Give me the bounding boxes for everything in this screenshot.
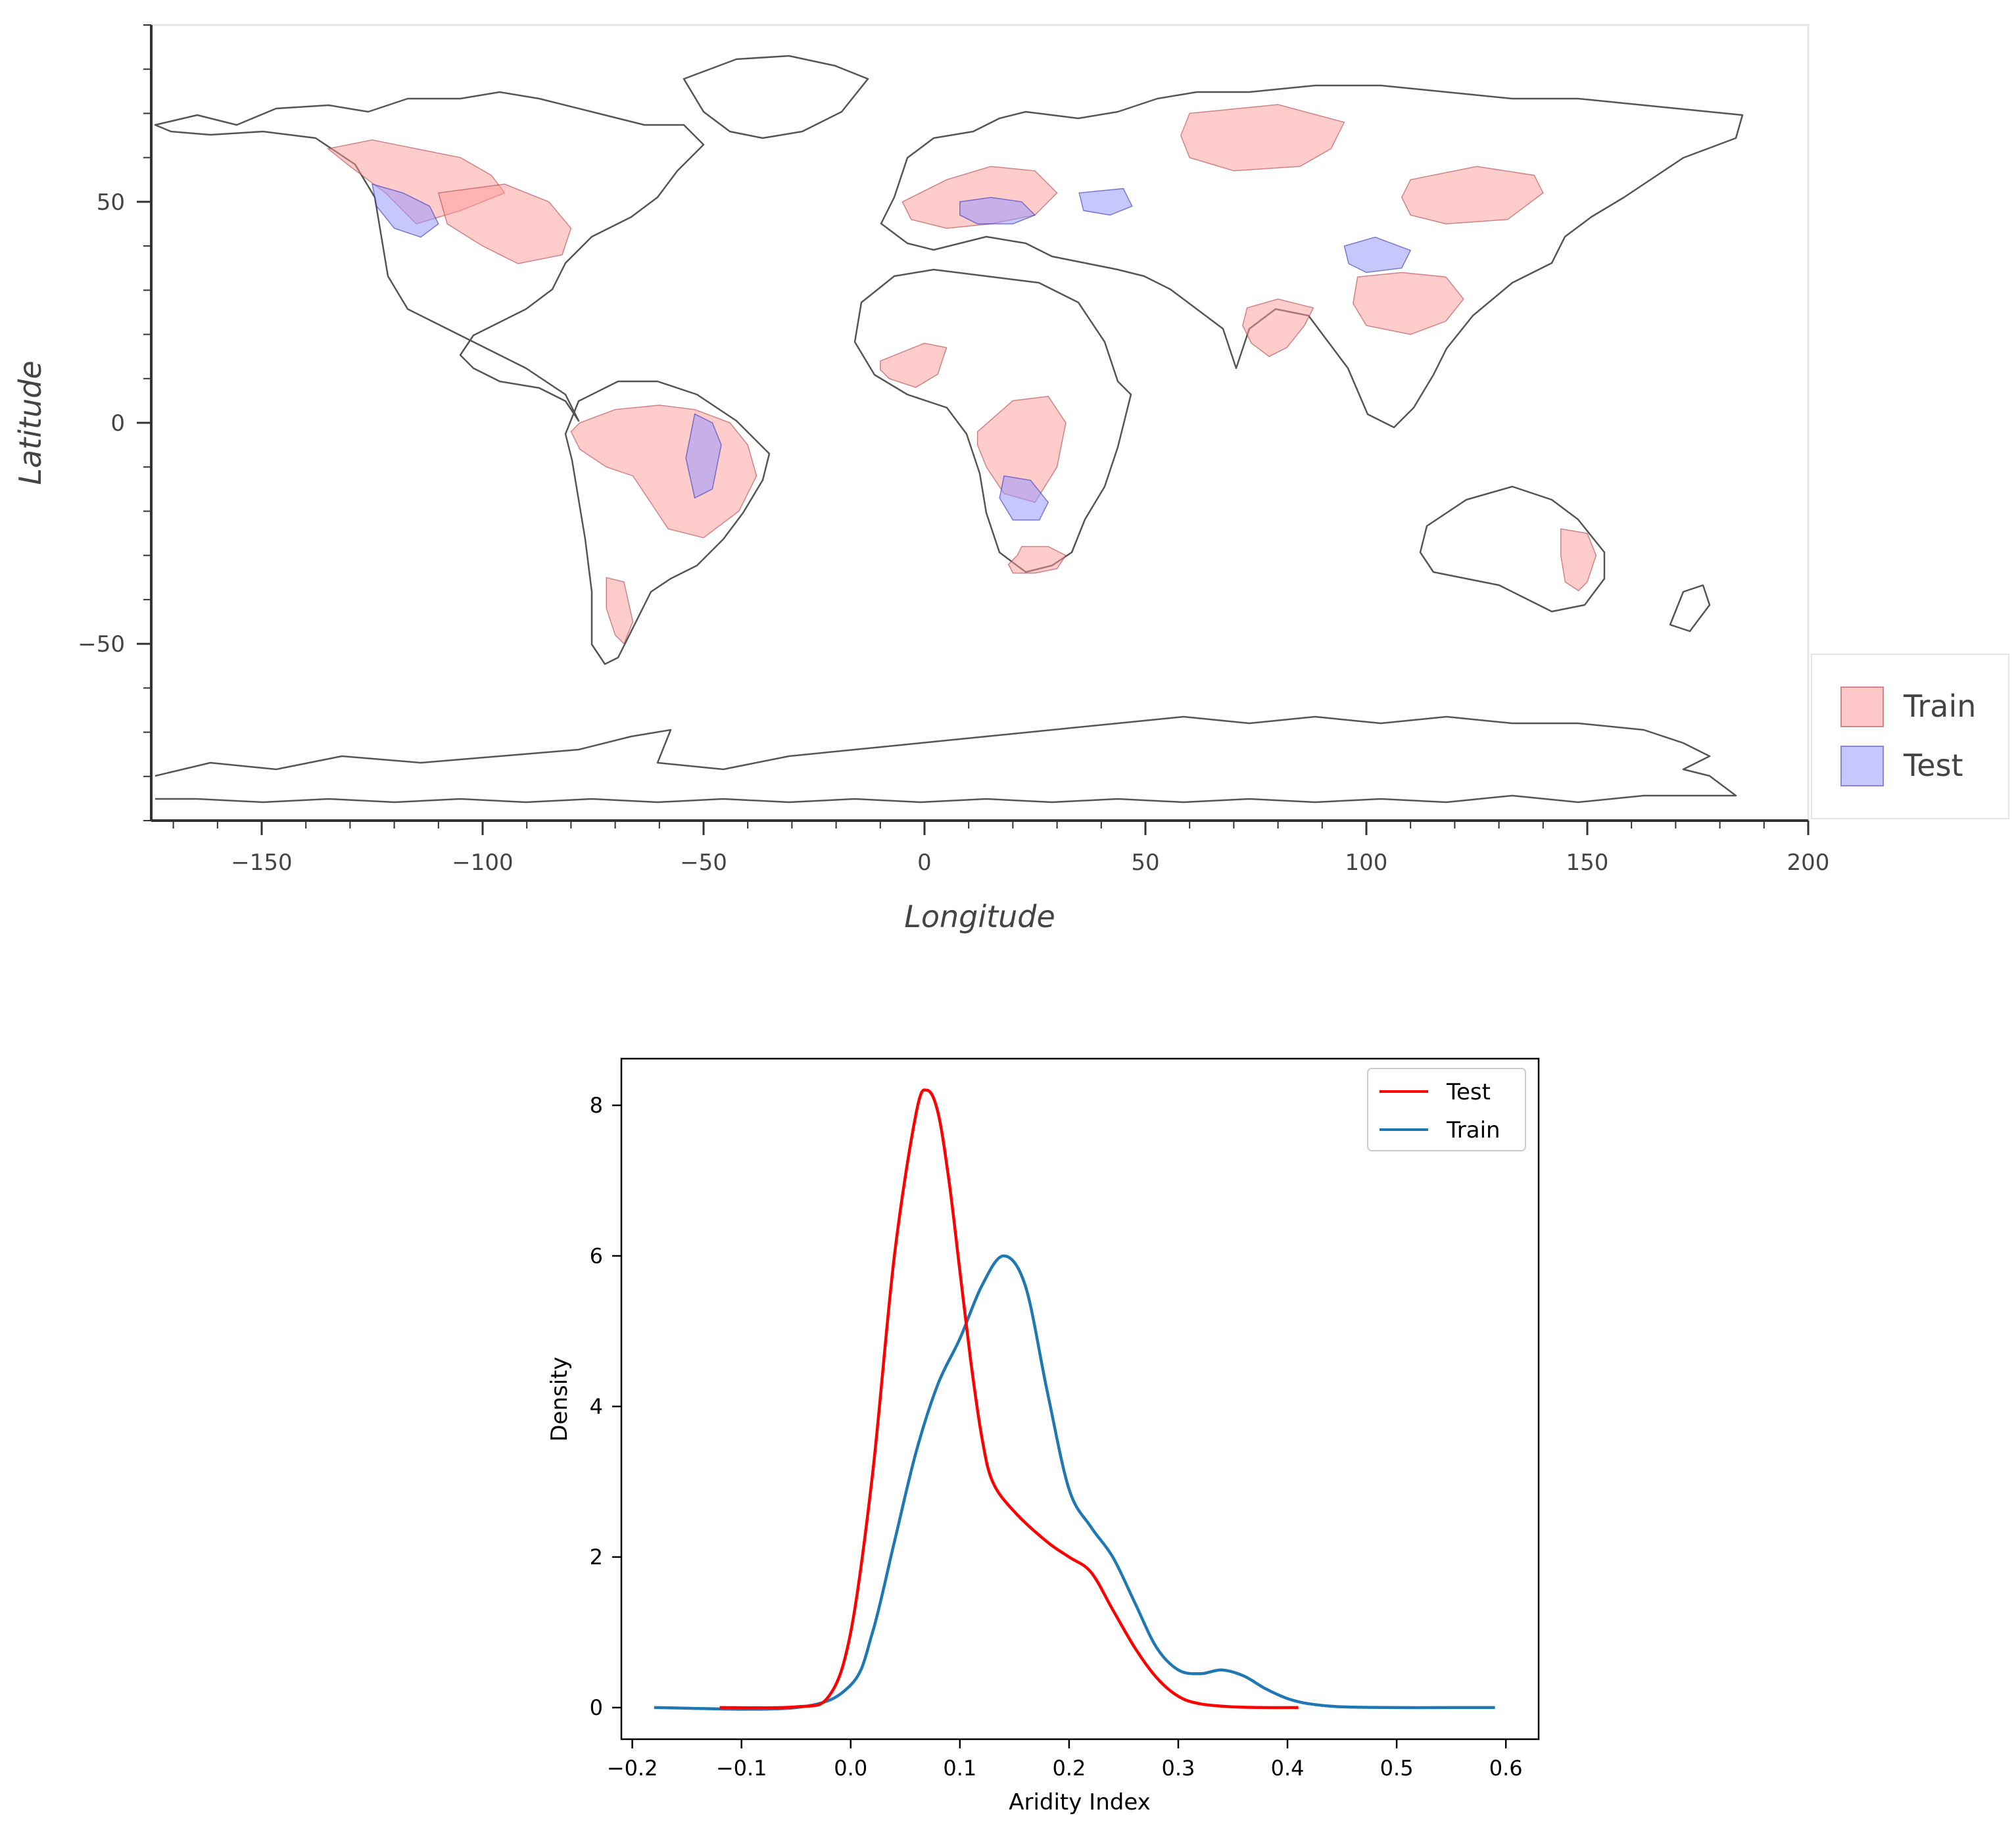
map-x-tick-label-0: −150	[231, 850, 292, 876]
region-train-4	[880, 343, 948, 389]
map-y-axis-label: Latitude	[12, 360, 48, 485]
map-y-tick-label-2: 50	[97, 189, 125, 216]
kde-x-tick-label-1: −0.1	[716, 1756, 767, 1781]
kde-x-tick-label-2: 0.0	[834, 1756, 867, 1781]
kde-panel: −0.2 −0.1 0.0 0.1 0.2 0.3 0.4 0.5 0.6 0 2 4 6 8 Aridi…	[546, 1057, 1540, 1815]
map-legend-swatch-test	[1840, 746, 1884, 786]
map-x-tick-label-1: −100	[452, 850, 513, 876]
kde-lines	[654, 1088, 1495, 1711]
region-test-0	[372, 183, 439, 238]
map-x-tick-label-5: 100	[1345, 850, 1388, 876]
coastline-eurasia	[880, 84, 1744, 429]
kde-y-tick-label-2: 4	[590, 1394, 603, 1419]
kde-y-tick-label-1: 2	[590, 1545, 603, 1570]
coastline-greenland	[683, 55, 869, 139]
region-test-1	[685, 413, 722, 499]
kde-ticks: −0.2 −0.1 0.0 0.1 0.2 0.3 0.4 0.5 0.6 0 2 4 6 8	[590, 1093, 1523, 1781]
kde-legend: Test Train	[1367, 1068, 1526, 1151]
coastlines	[154, 55, 1744, 804]
region-train-5	[1007, 546, 1067, 574]
kde-y-axis-label: Density	[546, 1357, 573, 1441]
kde-y-tick-label-0: 0	[590, 1695, 603, 1720]
map-legend-box	[1811, 654, 2009, 819]
kde-y-tick-label-3: 6	[590, 1243, 603, 1268]
region-test-4	[1343, 236, 1412, 274]
kde-x-tick-label-8: 0.6	[1489, 1756, 1523, 1781]
kde-x-tick-label-3: 0.1	[943, 1756, 976, 1781]
map-x-tick-label-7: 200	[1787, 850, 1830, 876]
region-train-7	[1401, 166, 1544, 225]
map-x-tick-label-4: 50	[1131, 850, 1159, 876]
map-plot-area	[150, 24, 1810, 822]
region-train-9	[1242, 299, 1314, 358]
coastline-africa	[853, 268, 1132, 573]
region-train-10	[1560, 528, 1597, 592]
kde-y-tick-label-4: 8	[590, 1093, 603, 1118]
coastline-north-america	[154, 91, 705, 422]
map-y-tick-label-0: −50	[78, 631, 125, 658]
region-train-12	[606, 577, 634, 645]
region-train-3	[976, 395, 1067, 503]
map-x-axis-label: Longitude	[904, 899, 1055, 934]
map-legend: Train Test	[1811, 654, 2009, 819]
region-test-5	[999, 475, 1049, 521]
region-test-3	[1078, 187, 1133, 216]
map-ticks: −150 −100 −50 0 50 100 150 200 −50 0 50	[78, 24, 1830, 876]
kde-line-test	[719, 1088, 1299, 1710]
kde-x-tick-label-7: 0.5	[1380, 1756, 1414, 1781]
map-x-tick-label-3: 0	[917, 850, 932, 876]
kde-x-axis-label: Aridity Index	[1009, 1789, 1151, 1815]
coastline-south-america	[564, 380, 771, 665]
coastline-antarctica	[155, 715, 1737, 804]
map-legend-label-test: Test	[1903, 748, 1963, 783]
kde-line-train	[654, 1254, 1495, 1711]
kde-x-tick-label-6: 0.4	[1271, 1756, 1305, 1781]
coastline-australia	[1419, 485, 1606, 613]
map-x-tick-label-6: 150	[1566, 850, 1609, 876]
map-legend-label-train: Train	[1903, 688, 1976, 724]
kde-legend-label-test: Test	[1446, 1079, 1491, 1105]
map-y-tick-label-1: 0	[110, 410, 125, 437]
kde-x-tick-label-5: 0.3	[1162, 1756, 1195, 1781]
region-train-2	[437, 183, 572, 264]
region-test-2	[959, 197, 1036, 225]
kde-x-tick-label-0: −0.2	[607, 1756, 658, 1781]
kde-x-tick-label-4: 0.2	[1052, 1756, 1086, 1781]
coastline-new-zealand	[1669, 584, 1711, 633]
map-regions	[327, 104, 1597, 645]
region-train-6	[1180, 104, 1345, 172]
map-legend-swatch-train	[1840, 686, 1884, 727]
region-train-8	[1353, 272, 1464, 335]
map-x-tick-label-2: −50	[680, 850, 727, 876]
kde-plot-area	[620, 1057, 1540, 1741]
kde-legend-label-train: Train	[1446, 1117, 1500, 1143]
